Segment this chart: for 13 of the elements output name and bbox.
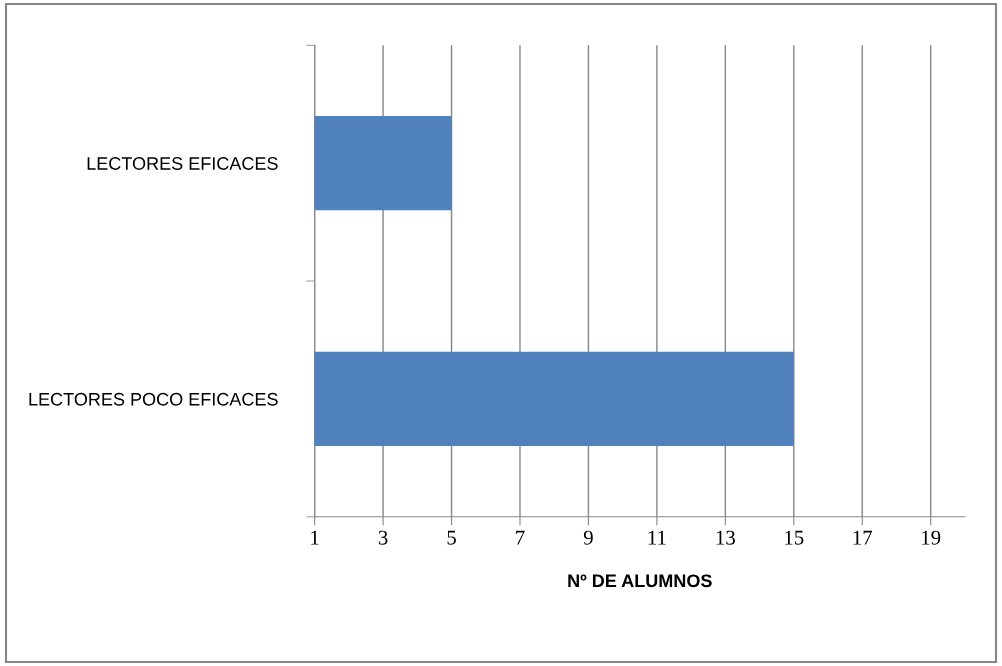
- y-tick-label: LECTORES POCO EFICACES: [29, 392, 278, 406]
- x-tick-label: 1: [311, 530, 319, 545]
- x-tick-label: 3: [378, 530, 388, 545]
- y-tick-label: LECTORES EFICACES: [87, 157, 278, 170]
- x-tick-label: 19: [922, 530, 941, 545]
- x-tick-label: 15: [785, 530, 804, 545]
- x-tick-label: 5: [447, 530, 456, 545]
- x-tick-label: 11: [648, 530, 666, 545]
- x-tick-label: 17: [853, 530, 873, 545]
- x-tick-label: 13: [716, 530, 735, 545]
- x-axis-title: Nº DE ALUMNOS: [568, 574, 712, 588]
- x-tick-label: 7: [516, 530, 525, 545]
- x-tick-label: 9: [583, 530, 593, 545]
